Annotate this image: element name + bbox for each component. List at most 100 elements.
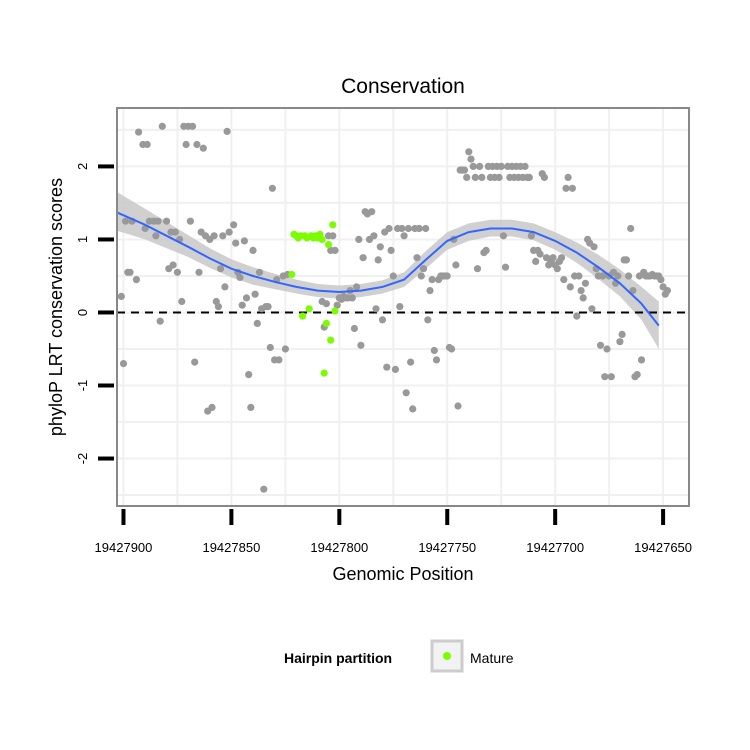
other-point	[372, 305, 380, 313]
other-point	[225, 228, 233, 236]
other-point	[428, 276, 436, 284]
other-point	[532, 257, 540, 265]
other-point	[568, 184, 577, 192]
other-point	[607, 373, 615, 381]
other-point	[208, 403, 216, 411]
smooth-line	[116, 211, 660, 327]
legend-title: Hairpin partition	[284, 650, 392, 666]
other-point	[497, 162, 505, 170]
y-axis-title: phyloP LRT conservation scores	[46, 178, 66, 436]
other-point	[467, 155, 475, 163]
y-tick-label: 1	[75, 236, 90, 243]
y-axis: -2 -1 0 1 2	[75, 163, 114, 464]
other-point	[521, 162, 529, 170]
other-point	[210, 232, 218, 240]
other-point	[264, 303, 272, 311]
y-tick-label: 2	[75, 163, 90, 170]
other-point	[553, 265, 561, 273]
other-point	[590, 243, 598, 251]
plot-panel	[116, 107, 690, 507]
y-tick-label: -1	[75, 380, 90, 392]
other-point	[432, 356, 441, 364]
other-point	[402, 389, 410, 397]
other-point	[407, 358, 415, 366]
other-point	[195, 268, 203, 276]
other-point	[596, 341, 605, 349]
panel-border	[116, 107, 690, 507]
y-tick-label: -2	[75, 453, 90, 465]
other-point	[132, 276, 140, 284]
mature-point	[318, 235, 326, 243]
other-point	[199, 144, 207, 152]
other-point	[214, 303, 222, 311]
other-point	[422, 224, 430, 233]
other-point	[495, 173, 503, 181]
other-point	[376, 243, 384, 251]
x-tick-label: 19427650	[634, 540, 692, 555]
other-point	[501, 263, 510, 271]
other-point	[560, 276, 568, 284]
other-point	[566, 283, 574, 291]
other-point	[633, 371, 641, 379]
other-point	[331, 246, 339, 254]
other-point	[527, 232, 536, 240]
other-point	[266, 343, 274, 352]
other-point	[240, 237, 248, 245]
other-point	[400, 232, 408, 240]
other-point	[171, 228, 179, 236]
other-point	[603, 345, 611, 353]
legend-label-mature: Mature	[470, 650, 514, 666]
other-point	[191, 358, 199, 366]
other-point	[348, 294, 356, 302]
other-point	[413, 254, 421, 262]
other-point	[182, 140, 190, 149]
other-point	[350, 324, 358, 333]
other-point	[469, 162, 477, 170]
other-point	[355, 235, 363, 243]
other-point	[424, 316, 432, 324]
other-point	[454, 402, 462, 410]
x-axis: 19427900 19427850 19427800 19427750 19427700…	[95, 509, 692, 555]
other-point	[281, 345, 289, 353]
mature-point	[329, 221, 337, 229]
other-point	[577, 287, 585, 295]
other-point	[452, 261, 460, 269]
other-point	[230, 221, 238, 229]
other-point	[616, 338, 624, 346]
other-point	[391, 365, 399, 373]
x-tick-label: 19427900	[95, 540, 153, 555]
other-point	[404, 224, 412, 233]
other-point	[219, 232, 227, 240]
x-tick-label: 19427850	[202, 540, 260, 555]
other-point	[663, 287, 672, 295]
other-point	[409, 405, 417, 413]
other-point	[525, 173, 533, 181]
other-point	[275, 356, 283, 364]
legend-key-mature-dot	[443, 652, 451, 660]
x-tick-label: 19427750	[418, 540, 476, 555]
other-point	[251, 290, 259, 298]
other-point	[188, 122, 197, 130]
other-point	[415, 224, 423, 233]
other-point	[173, 268, 181, 276]
other-point	[329, 232, 337, 240]
other-point	[119, 360, 128, 368]
other-point	[575, 272, 583, 280]
other-point	[476, 162, 484, 170]
other-point	[448, 345, 456, 353]
x-tick-label: 19427700	[526, 540, 584, 555]
other-point	[562, 184, 570, 192]
other-point	[465, 148, 473, 156]
other-point	[193, 140, 201, 149]
other-point	[232, 239, 240, 247]
x-axis-title: Genomic Position	[332, 564, 473, 584]
other-point	[247, 403, 255, 411]
other-point	[178, 297, 186, 306]
other-point	[249, 246, 257, 254]
other-point	[126, 268, 134, 276]
other-point	[186, 217, 194, 225]
other-point	[156, 317, 164, 325]
data-points	[117, 122, 672, 493]
other-point	[333, 301, 341, 309]
